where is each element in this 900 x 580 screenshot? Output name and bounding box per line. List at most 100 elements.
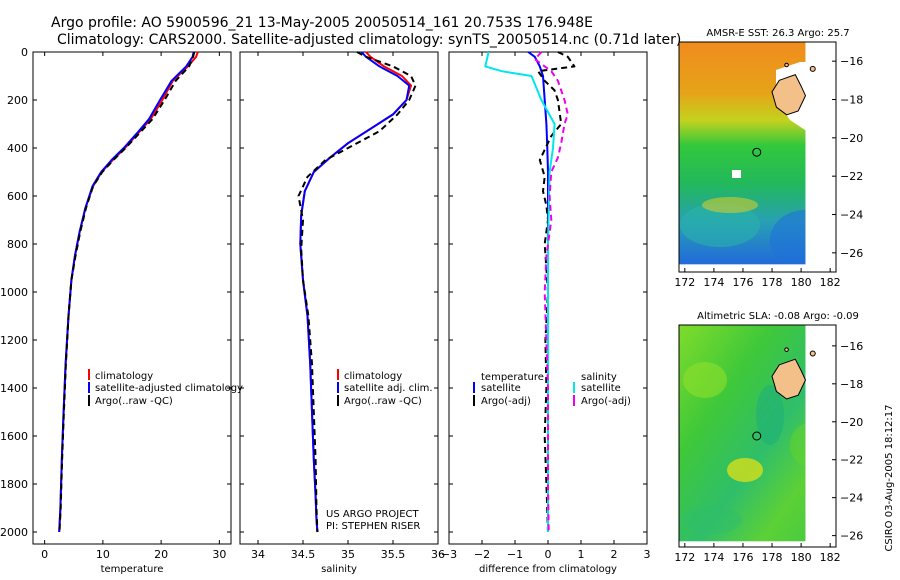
temperature-xlabel: temperature	[101, 564, 164, 575]
header-title-line1: Argo profile: AO 5900596_21 13-May-2005 …	[51, 15, 593, 31]
y-tick-label: −22	[840, 170, 863, 183]
series-satellite-adj-clim	[299, 51, 411, 533]
project-annotation: US ARGO PROJECT	[326, 509, 420, 520]
island-fiji	[771, 73, 807, 116]
difference-legend-temperature: temperature satellite Argo(-adj)	[473, 372, 544, 407]
legend-label-argo: Argo(..raw -QC)	[344, 396, 422, 407]
x-tick-label: 10	[96, 548, 110, 561]
y-tick-label: −26	[840, 247, 863, 260]
salinity-legend: climatology satellite adj. clim. Argo(..…	[337, 369, 433, 407]
legend-label-temp-satellite: satellite	[481, 383, 521, 394]
x-tick-label: 36	[431, 548, 445, 561]
x-tick-label: −3	[441, 548, 457, 561]
timestamp-stamp: CSIRO 03-Aug-2005 18:12:17	[884, 404, 895, 551]
series-argo-raw-qc	[297, 51, 417, 533]
y-tick-label: 1600	[0, 430, 28, 443]
x-tick-label: 180	[791, 276, 812, 289]
legend-label-sal-satellite: satellite	[581, 383, 621, 394]
y-tick-label: −26	[840, 530, 863, 543]
legend-label-climatology: climatology	[95, 371, 153, 382]
x-tick-label: 20	[154, 548, 168, 561]
y-tick-label: 1200	[0, 334, 28, 347]
legend-label-satellite: satellite-adjusted climatology	[95, 383, 243, 394]
x-tick-label: 1	[578, 548, 585, 561]
x-tick-label: −2	[474, 548, 490, 561]
map-frame	[678, 41, 837, 273]
x-tick-label: 176	[732, 551, 753, 564]
sst-missing-data	[732, 170, 741, 178]
difference-panel: −3 −2 −1 0 1 2 3 difference from climatology	[441, 51, 651, 575]
header-title-line2: Climatology: CARS2000. Satellite-adjuste…	[57, 32, 681, 48]
pi-annotation: PI: STEPHEN RISER	[326, 521, 420, 532]
x-tick-label: 182	[820, 551, 841, 564]
y-tick-label: 800	[7, 238, 28, 251]
y-tick-label: −24	[840, 209, 863, 222]
x-tick-label: −1	[507, 548, 523, 561]
map-frame	[678, 324, 837, 548]
x-tick-label: 2	[611, 548, 618, 561]
legend-label-sal-argo: Argo(-adj)	[581, 396, 631, 407]
sla-field-patch	[683, 362, 727, 398]
legend-label-temp-argo: Argo(-adj)	[481, 396, 531, 407]
sst-map-title: AMSR-E SST: 26.3 Argo: 25.7	[706, 28, 849, 39]
x-tick-label: 0	[545, 548, 552, 561]
x-tick-label: 0	[41, 548, 48, 561]
y-tick-label: 400	[7, 142, 28, 155]
sla-field-patch	[727, 458, 763, 482]
x-tick-label: 172	[674, 276, 695, 289]
series-climatology	[299, 51, 412, 533]
series-temperature-argo-adj	[537, 51, 576, 533]
y-tick-label: 200	[7, 94, 28, 107]
temperature-legend: climatology satellite-adjusted climatolo…	[88, 369, 243, 407]
temperature-frame	[32, 51, 232, 545]
legend-label-satellite: satellite adj. clim.	[344, 383, 433, 394]
legend-label-climatology: climatology	[344, 371, 402, 382]
sla-map: Altimetric SLA: -0.08 Argo: -0.09 172 174…	[674, 311, 863, 564]
x-tick-label: 174	[703, 276, 724, 289]
y-tick-label: −18	[840, 378, 863, 391]
y-tick-label: 1400	[0, 382, 28, 395]
sst-field-patch	[702, 197, 758, 213]
y-tick-label: 600	[7, 190, 28, 203]
y-tick-label: 2000	[0, 526, 28, 539]
x-tick-label: 34	[251, 548, 265, 561]
legend-label-argo: Argo(..raw -QC)	[95, 396, 173, 407]
sla-field-patch	[682, 506, 742, 534]
sst-land	[679, 42, 836, 272]
map-no-data	[679, 264, 836, 272]
legend-heading-salinity: salinity	[581, 372, 617, 383]
x-tick-label: 172	[674, 551, 695, 564]
salinity-panel: 34 34.5 35 35.5 36 salinity	[239, 51, 445, 575]
sla-land	[679, 325, 836, 547]
y-tick-label: −16	[840, 55, 863, 68]
profile-location-marker	[752, 431, 762, 441]
salinity-xlabel: salinity	[321, 564, 357, 575]
salinity-frame	[239, 51, 439, 545]
y-tick-label: 1000	[0, 286, 28, 299]
x-tick-label: 30	[212, 548, 226, 561]
series-salinity-satellite	[484, 51, 556, 532]
y-tick-label: −20	[840, 416, 863, 429]
island-small	[809, 350, 816, 357]
y-tick-label: −16	[840, 340, 863, 353]
x-tick-label: 34.5	[291, 548, 316, 561]
sla-field-patch	[756, 385, 784, 445]
map-no-data	[679, 541, 836, 547]
y-tick-label: −24	[840, 492, 863, 505]
x-tick-label: 178	[762, 276, 783, 289]
y-tick-label: 1800	[0, 478, 28, 491]
x-tick-label: 3	[644, 548, 651, 561]
difference-legend-salinity: salinity satellite Argo(-adj)	[573, 372, 631, 407]
sst-field-patch	[680, 203, 760, 247]
series-climatology	[58, 51, 199, 533]
island-fiji	[771, 358, 807, 400]
map-no-data	[805, 42, 836, 272]
y-tick-label: 0	[21, 46, 28, 59]
x-tick-label: 35	[341, 548, 355, 561]
sla-axes: 172 174 176 178 180 182 −16 −18 −20 −22 −24 −26	[674, 324, 863, 564]
sst-axes: 172 174 176 178 180 182 −16 −18 −20 −22 −24 −26	[674, 41, 863, 289]
x-tick-label: 174	[703, 551, 724, 564]
island-small	[809, 65, 816, 72]
series-salinity-argo-adj	[533, 51, 569, 533]
